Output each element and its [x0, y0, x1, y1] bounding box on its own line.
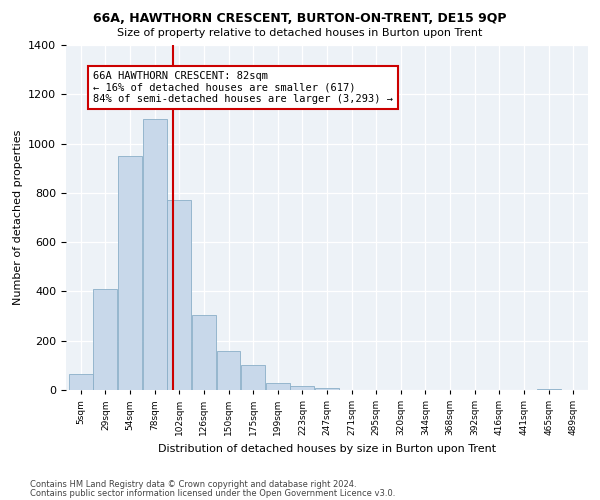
Bar — [266, 382, 290, 390]
Y-axis label: Number of detached properties: Number of detached properties — [13, 130, 23, 305]
Bar — [94, 289, 118, 390]
Bar — [536, 389, 560, 390]
Bar — [290, 386, 314, 390]
Bar — [217, 350, 241, 390]
Text: Size of property relative to detached houses in Burton upon Trent: Size of property relative to detached ho… — [118, 28, 482, 38]
Bar — [118, 156, 142, 390]
Bar — [167, 200, 191, 390]
Bar — [192, 315, 216, 390]
Bar — [69, 374, 93, 390]
Text: Contains public sector information licensed under the Open Government Licence v3: Contains public sector information licen… — [30, 489, 395, 498]
Bar — [143, 119, 167, 390]
Text: 66A HAWTHORN CRESCENT: 82sqm
← 16% of detached houses are smaller (617)
84% of s: 66A HAWTHORN CRESCENT: 82sqm ← 16% of de… — [93, 71, 393, 104]
X-axis label: Distribution of detached houses by size in Burton upon Trent: Distribution of detached houses by size … — [158, 444, 496, 454]
Bar — [315, 388, 339, 390]
Text: 66A, HAWTHORN CRESCENT, BURTON-ON-TRENT, DE15 9QP: 66A, HAWTHORN CRESCENT, BURTON-ON-TRENT,… — [93, 12, 507, 26]
Text: Contains HM Land Registry data © Crown copyright and database right 2024.: Contains HM Land Registry data © Crown c… — [30, 480, 356, 489]
Bar — [241, 366, 265, 390]
